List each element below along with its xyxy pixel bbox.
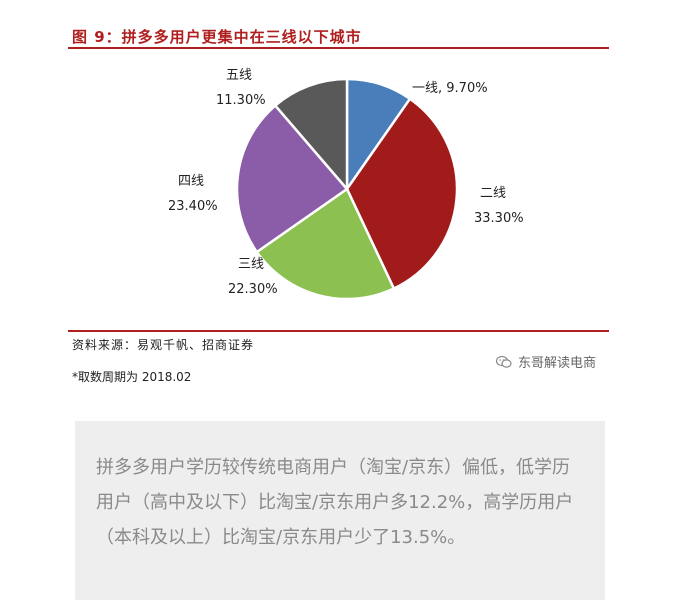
- note-text: *取数周期为 2018.02: [72, 370, 192, 384]
- source-rule: [68, 330, 609, 332]
- pie-slice-tier5: [273, 77, 349, 193]
- slice-label-tier3-value: 22.30%: [228, 282, 278, 297]
- slice-label-tier2-name: 二线: [480, 186, 506, 201]
- slice-label-tier5-name: 五线: [226, 68, 252, 83]
- slice-label-tier1: 一线, 9.70%: [412, 81, 488, 96]
- wechat-icon: [496, 355, 512, 368]
- slice-label-tier4-name: 四线: [178, 174, 204, 189]
- slice-label-tier3-name: 三线: [238, 257, 264, 272]
- slice-label-tier4-value: 23.40%: [168, 199, 218, 214]
- pie-slice-tier4: [235, 103, 349, 254]
- pie-slice-tier2: [345, 97, 459, 291]
- watermark-text: 东哥解读电商: [518, 356, 597, 371]
- pie-chart: 一线, 9.70% 二线 33.30% 三线 22.30% 四线 23.40% …: [168, 68, 524, 301]
- quote-box: 拼多多用户学历较传统电商用户（淘宝/京东）偏低，低学历用户（高中及以下）比淘宝/…: [75, 421, 605, 600]
- slice-label-tier2-value: 33.30%: [474, 211, 524, 226]
- source-text: 资料来源：易观千帆、招商证券: [72, 338, 255, 352]
- pie-slice-tier3: [255, 187, 396, 301]
- slice-label-tier5-value: 11.30%: [216, 93, 266, 108]
- figure-title: 图 9：拼多多用户更集中在三线以下城市: [72, 28, 362, 46]
- quote-text: 拼多多用户学历较传统电商用户（淘宝/京东）偏低，低学历用户（高中及以下）比淘宝/…: [96, 457, 574, 548]
- watermark: 东哥解读电商: [496, 352, 596, 371]
- title-rule: [68, 47, 609, 49]
